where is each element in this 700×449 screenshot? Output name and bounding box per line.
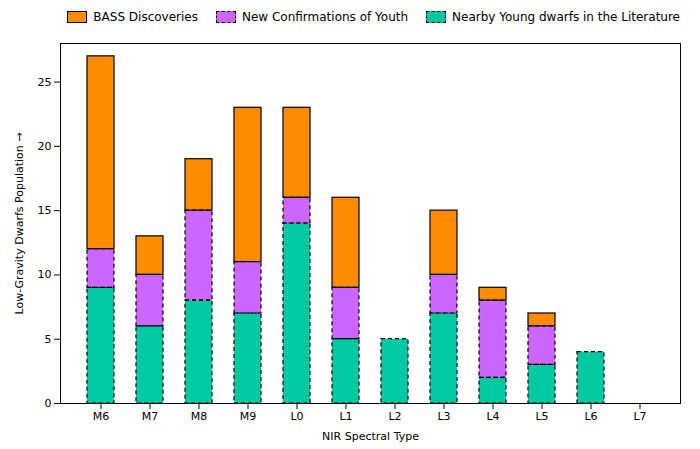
svg-text:L2: L2 (388, 410, 401, 423)
svg-text:L5: L5 (535, 410, 548, 423)
html-text:Nearby Young dwarfs in the Lit: Nearby Young dwarfs in the Literature (452, 10, 680, 24)
svg-text:L1: L1 (339, 410, 352, 423)
svg-text:15: 15 (38, 204, 52, 217)
svg-text:5: 5 (45, 333, 52, 346)
svg-text:NIR Spectral Type: NIR Spectral Type (322, 430, 419, 443)
svg-text:L0: L0 (290, 410, 303, 423)
svg-text:20: 20 (38, 140, 52, 153)
svg-text:L6: L6 (584, 410, 597, 423)
svg-text:L7: L7 (633, 410, 646, 423)
svg-text:M6: M6 (93, 410, 110, 423)
svg-text:M9: M9 (240, 410, 257, 423)
html-text:New Confirmations of Youth: New Confirmations of Youth (242, 10, 409, 24)
svg-text:10: 10 (38, 268, 52, 281)
html-text:BASS Discoveries: BASS Discoveries (93, 10, 198, 24)
svg-text:L4: L4 (486, 410, 499, 423)
svg-text:25: 25 (38, 76, 52, 89)
svg-text:M8: M8 (191, 410, 208, 423)
svg-text:M7: M7 (142, 410, 159, 423)
svg-text:L3: L3 (437, 410, 450, 423)
svg-text:Low-Gravity Dwarfs Population: Low-Gravity Dwarfs Population → (13, 132, 26, 314)
svg-text:0: 0 (45, 397, 52, 410)
